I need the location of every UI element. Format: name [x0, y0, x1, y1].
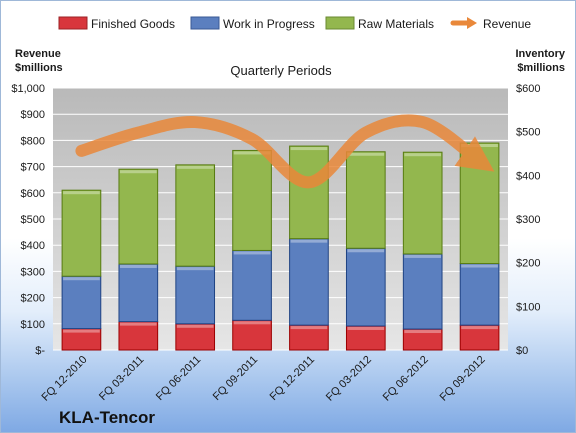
left-axis-ticks: $- $100 $200 $300 $400 $500 $600 $700 $800 $900 $1… — [11, 83, 45, 357]
x-tick-label: FQ 03-2011 — [97, 354, 146, 403]
bar-raw-materials — [345, 151, 386, 249]
bar-highlight — [347, 326, 385, 330]
right-tick-label: $100 — [516, 301, 540, 313]
right-tick-label: $600 — [516, 83, 540, 95]
revenue-series — [75, 114, 495, 189]
left-tick-label: $- — [35, 345, 45, 357]
bar-highlight — [290, 326, 328, 330]
bar-highlight — [63, 277, 100, 281]
bar-highlight — [63, 329, 100, 333]
left-axis-title-line2: $millions — [15, 62, 63, 74]
bar-raw-materials — [175, 164, 216, 267]
bar-highlight — [119, 170, 157, 174]
left-tick-label: $100 — [21, 319, 45, 331]
left-axis-title-line1: Revenue — [15, 48, 61, 60]
right-axis-title-line2: $millions — [517, 62, 565, 74]
right-tick-label: $400 — [516, 170, 540, 182]
bar-finished-goods — [232, 319, 272, 351]
bar-highlight — [176, 165, 214, 169]
x-tick-label: FQ 06-2012 — [381, 354, 431, 404]
legend: Finished Goods Work in Progress Raw Mate… — [58, 16, 531, 31]
bar-work-in-progress — [289, 238, 329, 326]
legend-swatch-work-in-progress — [190, 16, 220, 30]
bar-work-in-progress — [345, 247, 386, 327]
bar-raw-materials — [232, 149, 272, 251]
right-tick-label: $300 — [516, 214, 540, 226]
bar-highlight — [176, 324, 214, 328]
legend-label-work-in-progress: Work in Progress — [223, 17, 315, 31]
bar-highlight — [461, 326, 498, 330]
bar-highlight — [404, 153, 442, 157]
bar-finished-goods — [118, 321, 159, 351]
bar-highlight — [176, 267, 214, 271]
bar-finished-goods — [459, 324, 500, 351]
chart-subtitle: Quarterly Periods — [230, 63, 332, 78]
left-tick-label: $600 — [21, 188, 45, 200]
left-tick-label: $800 — [21, 135, 45, 147]
bar-work-in-progress — [175, 265, 216, 325]
x-tick-label: FQ 12-2010 — [40, 354, 90, 404]
left-tick-label: $200 — [21, 293, 45, 305]
bar-highlight — [347, 152, 385, 156]
x-axis-labels: FQ 12-2010 FQ 03-2011 FQ 06-2011 FQ 09-2011… — [40, 354, 488, 404]
left-tick-label: $900 — [21, 109, 45, 121]
bar-work-in-progress — [459, 263, 500, 326]
right-axis-ticks: $0 $100 $200 $300 $400 $500 $600 — [516, 83, 540, 357]
legend-swatch-finished-goods — [58, 16, 88, 30]
legend-label-raw-materials: Raw Materials — [358, 17, 434, 31]
bar-work-in-progress — [232, 249, 272, 321]
bar-highlight — [233, 251, 271, 255]
bar-highlight — [404, 254, 442, 258]
legend-label-revenue: Revenue — [483, 17, 531, 31]
x-tick-label: FQ 06-2011 — [154, 354, 203, 403]
legend-swatch-raw-materials — [325, 16, 355, 30]
bar-highlight — [404, 330, 442, 334]
x-tick-label: FQ 09-2012 — [438, 354, 488, 404]
left-tick-label: $1,000 — [11, 83, 45, 95]
x-tick-label: FQ 12-2011 — [268, 354, 317, 403]
legend-label-finished-goods: Finished Goods — [91, 17, 175, 31]
legend-arrow-revenue — [467, 17, 477, 29]
left-tick-label: $300 — [21, 266, 45, 278]
company-name: KLA-Tencor — [59, 408, 155, 427]
bar-finished-goods — [289, 324, 329, 351]
revenue-line — [75, 114, 495, 189]
bar-highlight — [290, 147, 328, 151]
bars — [61, 142, 500, 351]
bar-highlight — [461, 264, 498, 268]
bar-highlight — [63, 191, 100, 195]
bar-raw-materials — [61, 189, 102, 277]
bar-raw-materials — [118, 168, 159, 265]
bar-raw-materials — [402, 151, 443, 255]
left-tick-label: $500 — [21, 214, 45, 226]
bar-highlight — [233, 321, 271, 325]
right-axis-title-line1: Inventory — [515, 48, 565, 60]
bar-work-in-progress — [402, 253, 443, 330]
bar-highlight — [347, 249, 385, 253]
bar-raw-materials — [289, 145, 329, 240]
bar-highlight — [119, 264, 157, 268]
left-tick-label: $400 — [21, 240, 45, 252]
bar-highlight — [233, 151, 271, 155]
x-tick-label: FQ 03-2012 — [324, 354, 374, 404]
x-tick-label: FQ 09-2011 — [211, 354, 260, 403]
bar-work-in-progress — [61, 275, 102, 330]
left-tick-label: $700 — [21, 162, 45, 174]
bar-highlight — [290, 239, 328, 243]
bar-highlight — [119, 322, 157, 326]
bar-finished-goods — [175, 323, 216, 351]
right-tick-label: $0 — [516, 345, 528, 357]
bar-work-in-progress — [118, 263, 159, 323]
right-tick-label: $200 — [516, 258, 540, 270]
right-tick-label: $500 — [516, 127, 540, 139]
